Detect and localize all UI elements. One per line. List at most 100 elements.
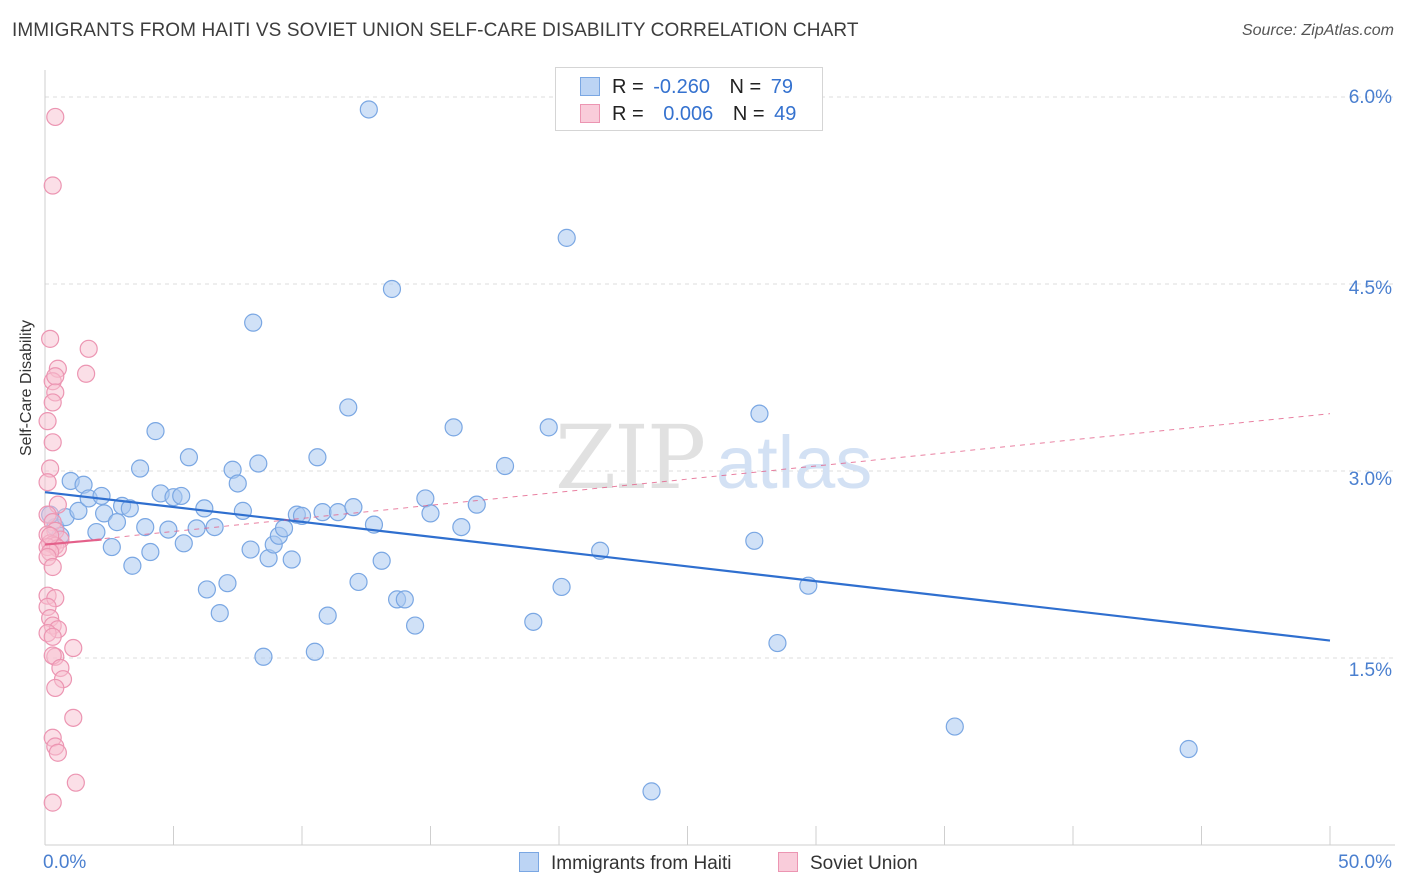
haiti-legend-swatch: [519, 852, 539, 872]
soviet-trend-line: [44, 538, 102, 546]
y-tick-label: 1.5%: [1348, 660, 1392, 681]
haiti-point: [123, 556, 142, 575]
r-label: R =: [612, 76, 644, 98]
haiti-point: [95, 504, 114, 523]
y-tick-label: 3.0%: [1348, 469, 1392, 490]
chart-title: IMMIGRANTS FROM HAITI VS SOVIET UNION SE…: [12, 20, 859, 41]
haiti-point: [642, 782, 661, 801]
soviet-point: [43, 433, 62, 452]
soviet-point: [48, 743, 67, 762]
soviet-point: [77, 364, 96, 383]
haiti-point: [444, 418, 463, 437]
soviet-point: [64, 638, 83, 658]
n-value: 79: [770, 76, 794, 98]
haiti-point: [945, 717, 964, 736]
haiti-point: [405, 616, 425, 635]
haiti-point: [1179, 739, 1198, 759]
haiti-point: [233, 501, 252, 520]
haiti-point: [102, 537, 121, 557]
soviet-point: [43, 793, 62, 812]
haiti-point: [218, 574, 237, 593]
soviet-point: [43, 557, 62, 577]
n-label: N =: [732, 103, 765, 125]
haiti-point: [197, 580, 217, 599]
soviet-swatch: [580, 104, 600, 123]
legend-item-soviet: Soviet Union: [778, 852, 918, 875]
haiti-point: [187, 519, 206, 538]
watermark-atlas: atlas: [716, 421, 872, 504]
soviet-point: [41, 329, 60, 348]
haiti-point: [750, 404, 769, 423]
haiti-point: [305, 642, 324, 661]
haiti-point: [467, 495, 486, 514]
haiti-point: [179, 448, 199, 467]
haiti-point: [107, 513, 127, 532]
haiti-point: [228, 474, 247, 493]
haiti-point: [141, 542, 160, 562]
y-tick-label: 6.0%: [1348, 87, 1392, 108]
n-label: N =: [729, 76, 762, 98]
haiti-swatch: [580, 77, 600, 96]
y-tick-label: 4.5%: [1348, 278, 1392, 299]
haiti-point: [318, 606, 337, 625]
haiti-point: [174, 534, 193, 553]
haiti-point: [552, 577, 571, 597]
soviet-legend-swatch: [778, 852, 798, 872]
haiti-point: [254, 647, 273, 666]
haiti-point: [292, 506, 312, 525]
haiti-point: [282, 550, 301, 569]
soviet-point: [46, 367, 65, 386]
soviet-point: [38, 412, 57, 431]
haiti-point: [195, 499, 214, 518]
soviet-point: [43, 176, 62, 195]
haiti-point: [452, 517, 471, 537]
y-axis-label: Self-Care Disability: [18, 319, 35, 456]
haiti-trend-line: [44, 491, 1331, 642]
haiti-point: [69, 501, 88, 520]
haiti-point: [308, 448, 327, 467]
haiti-point: [495, 456, 515, 476]
soviet-point: [41, 526, 60, 545]
legend-label: Soviet Union: [810, 853, 918, 874]
haiti-point: [92, 486, 111, 506]
haiti-point: [274, 519, 294, 538]
haiti-point: [136, 517, 155, 537]
haiti-point: [241, 540, 260, 559]
haiti-point: [344, 498, 363, 517]
legend-label: Immigrants from Haiti: [551, 853, 732, 874]
haiti-point: [524, 612, 543, 631]
haiti-point: [244, 313, 263, 332]
watermark-zip: ZIP: [555, 406, 704, 509]
x-tick-label: 0.0%: [43, 852, 87, 873]
haiti-point: [745, 531, 764, 550]
r-value: -0.260: [653, 76, 710, 98]
haiti-point: [557, 228, 576, 247]
soviet-point: [38, 473, 57, 492]
haiti-point: [395, 590, 414, 609]
haiti-point: [539, 418, 558, 437]
haiti-point: [210, 604, 229, 623]
haiti-point: [372, 551, 391, 570]
soviet-point: [46, 678, 65, 698]
soviet-point: [79, 339, 98, 358]
haiti-point: [159, 520, 178, 539]
soviet-point: [46, 107, 65, 127]
haiti-point: [130, 459, 150, 478]
soviet-point: [43, 627, 62, 646]
soviet-point: [64, 708, 83, 727]
r-value: 0.006: [663, 103, 714, 125]
x-tick-label: 50.0%: [1338, 852, 1392, 873]
haiti-point: [768, 633, 787, 653]
haiti-point: [328, 503, 348, 522]
soviet-point: [43, 393, 62, 412]
haiti-point: [87, 522, 106, 542]
haiti-point: [120, 499, 139, 518]
haiti-point: [172, 486, 191, 506]
source-credit: Source: ZipAtlas.com: [1241, 22, 1394, 39]
soviet-point: [66, 773, 85, 792]
haiti-point: [146, 422, 165, 441]
n-value: 49: [774, 103, 797, 125]
haiti-point: [249, 454, 268, 473]
haiti-point: [421, 504, 440, 523]
